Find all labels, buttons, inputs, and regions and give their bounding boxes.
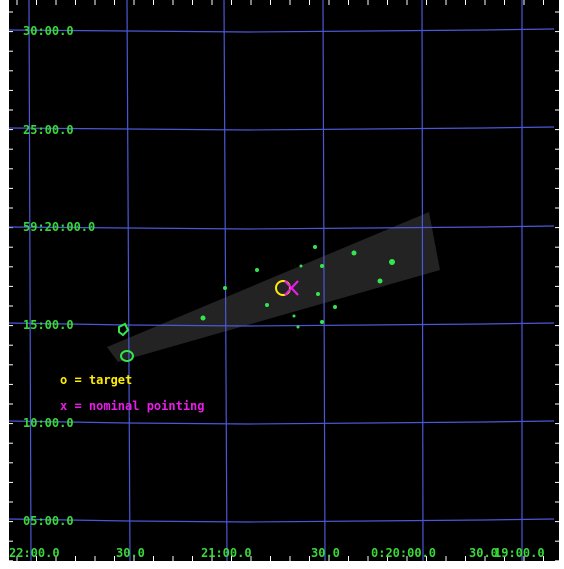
axis-labels: 30:00.0 25:00.0 59:20:00.0 15:00.0 10:00… [9,24,545,560]
dec-line-25 [9,126,555,131]
detected-sources [118,245,395,362]
source-dot [299,264,303,268]
dec-line-20 [9,225,555,230]
legend-target: o = target [60,373,132,387]
source-dot [265,303,269,307]
source-dot [296,325,300,329]
ra-label: 19:00.0 [494,546,545,560]
source-contour [118,322,130,337]
ra-label: 30.0 [311,546,340,560]
dec-label: 30:00.0 [23,24,74,38]
sky-image-viewer: 30:00.0 25:00.0 59:20:00.0 15:00.0 10:00… [9,0,559,561]
source-dot [320,320,324,324]
source-dot [223,286,227,290]
coordinate-grid [9,0,555,561]
source-dot [351,250,357,256]
source-dot [255,268,259,272]
ra-line-21-30 [126,0,131,561]
dec-label: 05:00.0 [23,514,74,528]
source-dot [200,315,206,321]
ra-line-20-00 [421,0,424,561]
dec-line-30 [9,28,555,33]
ra-label: 30.0 [116,546,145,560]
ra-label: 30.0 [469,546,498,560]
dec-line-10 [9,420,555,425]
dec-label: 25:00.0 [23,123,74,137]
ra-label: 21:00.0 [201,546,252,560]
sky-map: 30:00.0 25:00.0 59:20:00.0 15:00.0 10:00… [9,0,559,561]
ra-label: 22:00.0 [9,546,60,560]
dec-line-05 [9,518,555,523]
ra-label: 0:20:00.0 [371,546,436,560]
ra-line-21-00 [223,0,228,561]
ra-line-20-30 [322,0,326,561]
frame-ticks [9,0,559,561]
exposure-region [107,212,440,362]
source-dot [316,292,320,296]
source-dot [377,278,383,284]
source-dot [333,305,337,309]
source-contour [120,350,134,362]
source-dot [292,314,296,318]
dec-label: 15:00.0 [23,318,74,332]
source-dot [313,245,317,249]
dec-line-15 [9,322,555,327]
dec-label: 10:00.0 [23,416,74,430]
source-dot [320,264,324,268]
dec-label: 59:20:00.0 [23,220,95,234]
legend-pointing: x = nominal pointing [60,399,205,413]
ra-line-22-00 [28,0,32,561]
nominal-pointing-marker [284,280,299,296]
source-dot [389,259,395,265]
